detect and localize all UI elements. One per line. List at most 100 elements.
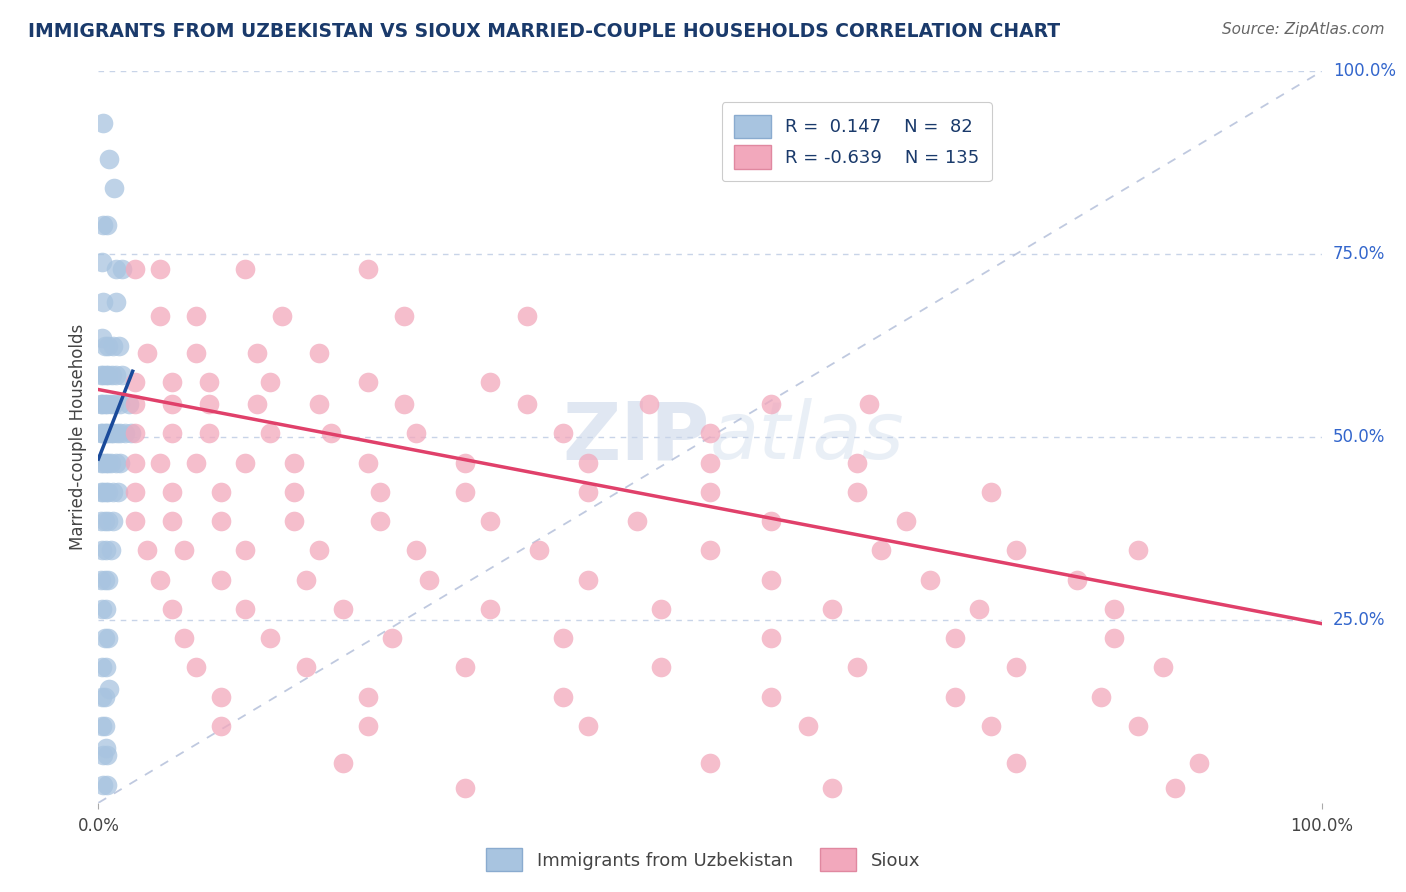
Point bbox=[761, 632, 783, 646]
Point bbox=[637, 397, 661, 411]
Point bbox=[319, 426, 342, 441]
Point bbox=[160, 426, 183, 441]
Point bbox=[576, 573, 599, 587]
Point bbox=[98, 682, 121, 697]
Point bbox=[93, 632, 115, 646]
Point bbox=[96, 218, 118, 232]
Point bbox=[699, 456, 721, 470]
Point bbox=[94, 740, 117, 755]
Point bbox=[94, 660, 117, 674]
Point bbox=[93, 514, 115, 528]
Point bbox=[332, 756, 354, 770]
Text: ZIP: ZIP bbox=[562, 398, 710, 476]
Point bbox=[91, 254, 114, 268]
Point bbox=[405, 426, 427, 441]
Point bbox=[1128, 543, 1150, 558]
Point bbox=[91, 690, 114, 704]
Point bbox=[980, 719, 1002, 733]
Point bbox=[93, 338, 115, 352]
Point bbox=[209, 719, 232, 733]
Point bbox=[761, 397, 783, 411]
Point bbox=[295, 573, 318, 587]
Point bbox=[101, 485, 124, 500]
Point bbox=[980, 485, 1002, 500]
Point bbox=[821, 781, 844, 796]
Point bbox=[478, 376, 501, 390]
Point bbox=[259, 376, 281, 390]
Point bbox=[761, 690, 783, 704]
Point bbox=[97, 632, 120, 646]
Point bbox=[478, 602, 501, 616]
Point bbox=[197, 376, 219, 390]
Point bbox=[553, 426, 575, 441]
Point bbox=[101, 368, 124, 382]
Text: 25.0%: 25.0% bbox=[1333, 611, 1385, 629]
Point bbox=[259, 426, 281, 441]
Point bbox=[100, 397, 122, 411]
Point bbox=[107, 485, 129, 500]
Point bbox=[368, 485, 391, 500]
Point bbox=[515, 310, 537, 324]
Point bbox=[94, 485, 117, 500]
Point bbox=[1164, 781, 1187, 796]
Point bbox=[209, 514, 232, 528]
Text: 50.0%: 50.0% bbox=[1333, 428, 1385, 446]
Point bbox=[110, 456, 132, 470]
Legend: Immigrants from Uzbekistan, Sioux: Immigrants from Uzbekistan, Sioux bbox=[479, 841, 927, 879]
Text: IMMIGRANTS FROM UZBEKISTAN VS SIOUX MARRIED-COUPLE HOUSEHOLDS CORRELATION CHART: IMMIGRANTS FROM UZBEKISTAN VS SIOUX MARR… bbox=[28, 22, 1060, 41]
Point bbox=[270, 310, 294, 324]
Point bbox=[454, 660, 477, 674]
Point bbox=[90, 397, 112, 411]
Point bbox=[91, 485, 114, 500]
Point bbox=[845, 456, 868, 470]
Point bbox=[553, 632, 575, 646]
Point bbox=[1152, 660, 1174, 674]
Point bbox=[94, 368, 117, 382]
Point bbox=[356, 719, 378, 733]
Point bbox=[1090, 690, 1112, 704]
Point bbox=[90, 573, 112, 587]
Point bbox=[114, 426, 136, 441]
Point bbox=[149, 573, 172, 587]
Point bbox=[90, 426, 112, 441]
Point bbox=[91, 426, 114, 441]
Point bbox=[111, 261, 134, 276]
Point bbox=[104, 368, 127, 382]
Point bbox=[108, 338, 131, 352]
Point bbox=[283, 456, 305, 470]
Point bbox=[454, 456, 477, 470]
Point bbox=[97, 456, 120, 470]
Point bbox=[186, 456, 208, 470]
Point bbox=[478, 514, 501, 528]
Point bbox=[233, 543, 256, 558]
Point bbox=[920, 573, 942, 587]
Point bbox=[160, 376, 183, 390]
Point bbox=[308, 397, 330, 411]
Point bbox=[96, 748, 118, 763]
Point bbox=[91, 602, 114, 616]
Point bbox=[93, 397, 115, 411]
Point bbox=[576, 485, 599, 500]
Point bbox=[894, 514, 917, 528]
Point bbox=[160, 397, 183, 411]
Text: atlas: atlas bbox=[710, 398, 905, 476]
Point bbox=[91, 218, 114, 232]
Point bbox=[103, 397, 125, 411]
Point bbox=[527, 543, 550, 558]
Point bbox=[761, 573, 783, 587]
Point bbox=[124, 261, 146, 276]
Point bbox=[124, 456, 146, 470]
Point bbox=[97, 426, 120, 441]
Point bbox=[149, 456, 172, 470]
Point bbox=[91, 115, 114, 129]
Point bbox=[173, 543, 195, 558]
Point bbox=[295, 660, 318, 674]
Point bbox=[100, 543, 122, 558]
Point bbox=[105, 426, 128, 441]
Point bbox=[124, 397, 146, 411]
Y-axis label: Married-couple Households: Married-couple Households bbox=[69, 324, 87, 550]
Point bbox=[943, 632, 966, 646]
Point bbox=[650, 602, 672, 616]
Point bbox=[356, 376, 378, 390]
Point bbox=[845, 660, 868, 674]
